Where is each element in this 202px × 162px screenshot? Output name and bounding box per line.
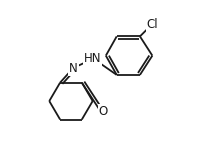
Text: O: O (99, 104, 108, 118)
Text: HN: HN (84, 52, 101, 65)
Text: Cl: Cl (147, 18, 158, 31)
Text: N: N (69, 62, 78, 75)
